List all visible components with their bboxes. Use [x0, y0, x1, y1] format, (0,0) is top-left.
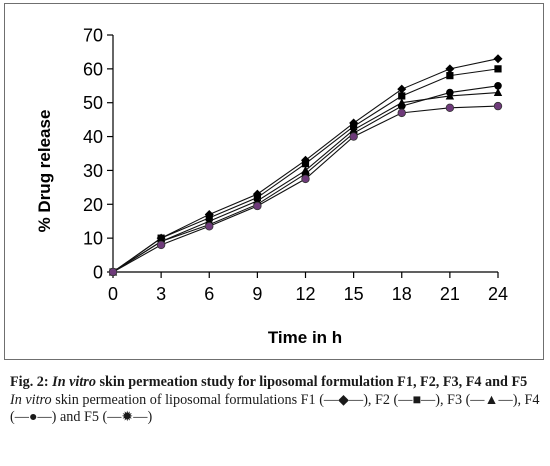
- caption-description: In vitro skin permeation of liposomal fo…: [10, 392, 546, 427]
- data-point-square: [494, 65, 502, 73]
- data-point-circle: [445, 103, 455, 112]
- data-point-circle: [108, 267, 118, 277]
- x-tick-label: 18: [392, 284, 412, 304]
- caption-label: Fig. 2:: [10, 374, 49, 390]
- data-point-circle: [156, 240, 166, 250]
- data-point-circle: [349, 132, 358, 141]
- x-tick-label: 15: [344, 284, 364, 304]
- data-point-square: [446, 72, 454, 80]
- data-point-circle: [494, 81, 502, 90]
- data-point-circle: [397, 102, 406, 110]
- data-point-circle: [301, 174, 310, 184]
- line-chart: 0 10 20 30 40 50 60 70 0 3 6 9 12 15 18 21 24 % Drug re…: [35, 26, 508, 348]
- data-point-square: [398, 92, 406, 100]
- y-tick-label: 40: [83, 127, 103, 147]
- caption-title-text: skin permeation study for liposomal form…: [95, 374, 528, 390]
- y-tick-label: 50: [83, 93, 103, 113]
- series-5: [108, 101, 503, 277]
- data-point-diamond: [445, 64, 455, 74]
- caption-title-italic: In vitro: [52, 374, 96, 390]
- caption-title: Fig. 2: In vitro skin permeation study f…: [10, 374, 546, 392]
- data-point-triangle: [493, 88, 503, 97]
- y-axis-title: % Drug release: [35, 110, 54, 233]
- data-point-diamond: [493, 54, 503, 64]
- chart-frame: [4, 3, 544, 360]
- data-point-diamond: [397, 84, 407, 94]
- y-tick-label: 20: [83, 195, 103, 215]
- data-point-circle: [253, 201, 262, 211]
- y-ticks: 0 10 20 30 40 50 60 70: [83, 26, 113, 283]
- caption-desc-italic: In vitro: [10, 391, 52, 408]
- series-line: [112, 105, 499, 273]
- x-tick-label: 6: [204, 284, 214, 304]
- y-tick-label: 30: [83, 161, 103, 181]
- series-layer: [108, 54, 503, 277]
- x-tick-label: 24: [488, 284, 508, 304]
- x-ticks: 0 3 6 9 12 15 18 21 24: [108, 272, 508, 304]
- data-point-circle: [205, 222, 214, 231]
- x-tick-label: 12: [295, 284, 315, 304]
- x-tick-label: 3: [156, 284, 166, 304]
- data-point-circle: [493, 101, 503, 111]
- caption-desc-text: skin permeation of liposomal formulation…: [10, 391, 540, 426]
- y-tick-label: 10: [83, 229, 103, 249]
- data-point-square: [301, 160, 310, 168]
- figure-caption: Fig. 2: In vitro skin permeation study f…: [10, 374, 546, 427]
- data-point-circle: [446, 88, 454, 97]
- x-axis-title: Time in h: [268, 328, 342, 347]
- data-point-circle: [397, 108, 406, 118]
- y-tick-label: 70: [83, 26, 103, 46]
- x-tick-label: 9: [252, 284, 262, 304]
- x-tick-label: 21: [440, 284, 460, 304]
- y-tick-label: 60: [83, 59, 103, 79]
- y-tick-label: 0: [93, 263, 103, 283]
- x-tick-label: 0: [108, 284, 118, 304]
- axes: [112, 35, 498, 273]
